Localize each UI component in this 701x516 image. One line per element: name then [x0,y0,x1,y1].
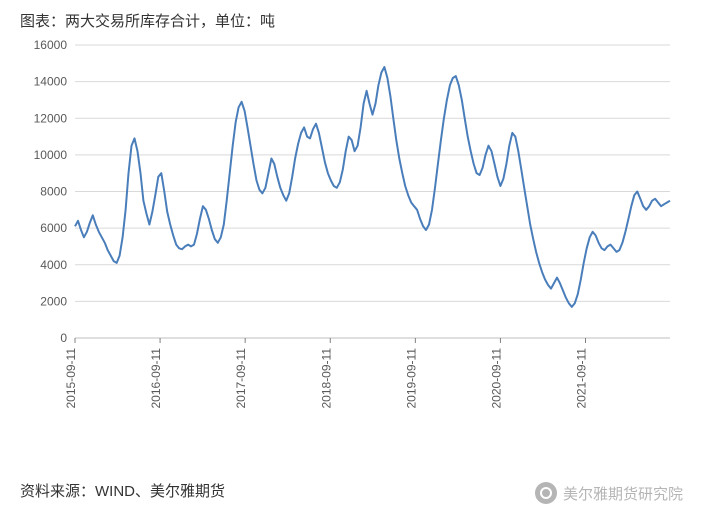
svg-text:2015-09-11: 2015-09-11 [64,348,78,409]
svg-text:10000: 10000 [34,148,68,162]
svg-text:2016-09-11: 2016-09-11 [149,348,163,409]
svg-text:4000: 4000 [40,258,67,272]
source-text: 资料来源：WIND、美尔雅期货 [20,480,225,501]
svg-text:2019-09-11: 2019-09-11 [404,348,418,409]
chart-container: 0 2000 4000 6000 8000 10000 12000 14000 16000 201… [20,40,680,460]
wechat-icon [535,482,557,504]
svg-text:6000: 6000 [40,221,67,235]
svg-text:2017-09-11: 2017-09-11 [234,348,248,409]
svg-text:16000: 16000 [34,40,68,52]
svg-text:14000: 14000 [34,75,68,89]
svg-text:12000: 12000 [34,111,68,125]
svg-text:2000: 2000 [40,294,67,308]
svg-text:8000: 8000 [40,185,67,199]
chart-svg: 0 2000 4000 6000 8000 10000 12000 14000 16000 201… [20,40,680,460]
watermark-text: 美尔雅期货研究院 [563,483,683,504]
svg-text:2021-09-11: 2021-09-11 [575,348,589,409]
svg-text:0: 0 [60,331,67,345]
watermark: 美尔雅期货研究院 [535,482,683,504]
svg-text:2020-09-11: 2020-09-11 [489,348,503,409]
svg-text:2018-09-11: 2018-09-11 [319,348,333,409]
chart-title: 图表：两大交易所库存合计，单位：吨 [20,10,275,31]
